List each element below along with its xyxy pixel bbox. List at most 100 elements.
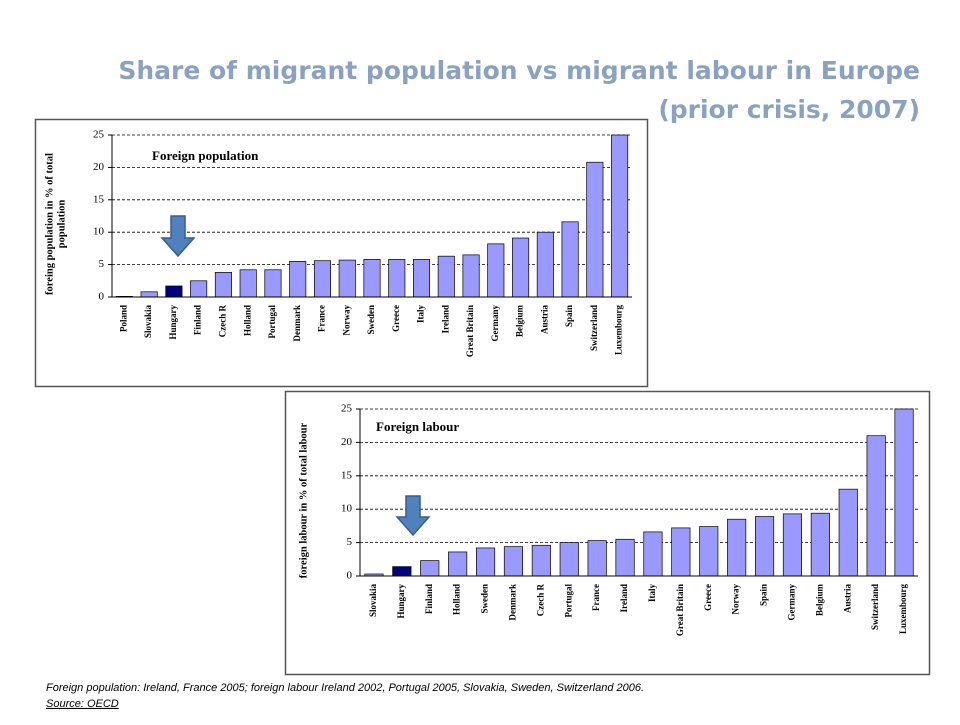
bar (214, 272, 232, 298)
arrow (395, 495, 431, 537)
y-tick-label: 5 (347, 536, 353, 548)
bar (512, 237, 530, 298)
x-tick-label: Denmark (292, 305, 302, 342)
x-tick-label: Denmark (508, 584, 518, 621)
footnote: Foreign population: Ireland, France 2005… (46, 682, 644, 694)
y-tick-label: 20 (93, 161, 105, 173)
x-tick-label: Sweden (480, 584, 490, 614)
x-tick-label: Finland (424, 584, 434, 614)
source: Source: OECD (46, 698, 119, 710)
x-tick-label: Ireland (440, 305, 450, 333)
x-tick-label: Norway (341, 305, 351, 336)
chart-frame (284, 390, 931, 676)
chart-title: Foreign population (152, 148, 259, 163)
x-tick-label: Austria (842, 584, 852, 613)
chart-title: Foreign labour (376, 419, 459, 434)
y-tick-label: 5 (99, 258, 105, 270)
y-tick-label: 20 (341, 436, 353, 448)
bar (264, 269, 282, 298)
x-tick-label: Switzerland (870, 584, 880, 630)
bar (190, 280, 208, 298)
x-tick-label: Greece (703, 584, 713, 611)
bar (782, 513, 803, 577)
bar (699, 526, 719, 577)
x-tick-label: Norway (731, 584, 741, 615)
bar (239, 269, 257, 298)
bar (727, 518, 747, 577)
bar (838, 488, 858, 577)
y-tick-label: 10 (341, 503, 353, 515)
bar (313, 260, 331, 298)
y-tick-label: 15 (341, 469, 353, 481)
x-tick-label: Belgium (814, 584, 824, 617)
x-tick-label: Hungary (396, 584, 406, 619)
bar (866, 435, 886, 577)
x-tick-label: France (317, 305, 327, 332)
bar (754, 516, 775, 577)
x-tick-label: Slovakia (143, 305, 153, 339)
x-tick-label: Germany (787, 584, 797, 621)
bar (810, 512, 830, 577)
x-tick-label: Czech R (535, 584, 545, 617)
bar (503, 546, 524, 577)
bar (561, 221, 579, 298)
x-tick-label: Sweden (366, 305, 376, 335)
bar (475, 547, 496, 577)
x-tick-label: Holland (452, 584, 462, 615)
slide-title: Share of migrant population vs migrant l… (118, 56, 920, 85)
y-tick-label: 25 (93, 129, 105, 141)
bar (536, 231, 554, 298)
x-tick-label: Luxembourg (898, 584, 908, 635)
y-axis-label: population (56, 200, 67, 249)
x-tick-label: Holland (242, 305, 252, 336)
x-tick-label: Belgium (515, 305, 525, 338)
bar (437, 255, 455, 298)
bar (289, 261, 307, 298)
x-tick-label: Great Britain (675, 584, 685, 636)
slide-title: (prior crisis, 2007) (658, 95, 920, 124)
bar (140, 291, 158, 298)
x-tick-label: Finland (193, 305, 203, 335)
bar (413, 259, 431, 298)
x-tick-label: Great Britain (465, 305, 475, 357)
y-tick-label: 15 (93, 193, 105, 205)
bar (420, 560, 440, 577)
bar (671, 527, 691, 577)
x-tick-label: Italy (416, 305, 426, 324)
bar (338, 259, 356, 298)
x-tick-label: Czech R (217, 305, 227, 338)
charts: 0 5 10 15 20 25 Poland Slovakia Hungary Finland Cz… (44, 129, 918, 636)
bar (448, 551, 468, 577)
y-axis-label: foreign labour in % of total labour (298, 422, 309, 578)
bar (615, 538, 635, 577)
x-tick-label: Spain (759, 584, 769, 606)
x-tick-label: Poland (118, 305, 128, 332)
x-tick-label: Greece (391, 305, 401, 332)
x-tick-label: Austria (539, 305, 549, 334)
chart-frame (34, 118, 649, 388)
x-tick-label: Portugal (267, 305, 277, 339)
bar (388, 259, 406, 298)
x-tick-label: France (591, 584, 601, 611)
bar (643, 531, 663, 577)
bar (531, 544, 551, 577)
x-tick-label: Switzerland (589, 305, 599, 351)
x-tick-label: Germany (490, 305, 500, 342)
x-tick-label: Hungary (168, 305, 178, 340)
bar (586, 161, 604, 298)
bar (363, 259, 381, 298)
bar (611, 134, 629, 298)
y-axis-label: foreing population in % of total (44, 153, 55, 295)
x-tick-label: Slovakia (368, 584, 378, 618)
bar (587, 540, 607, 577)
bar (165, 285, 183, 298)
x-tick-label: Portugal (563, 584, 573, 618)
y-tick-label: 0 (99, 291, 105, 303)
bar (894, 408, 914, 577)
bar (392, 566, 412, 577)
bar (487, 243, 505, 298)
y-tick-label: 0 (347, 570, 353, 582)
x-tick-label: Spain (564, 305, 574, 327)
